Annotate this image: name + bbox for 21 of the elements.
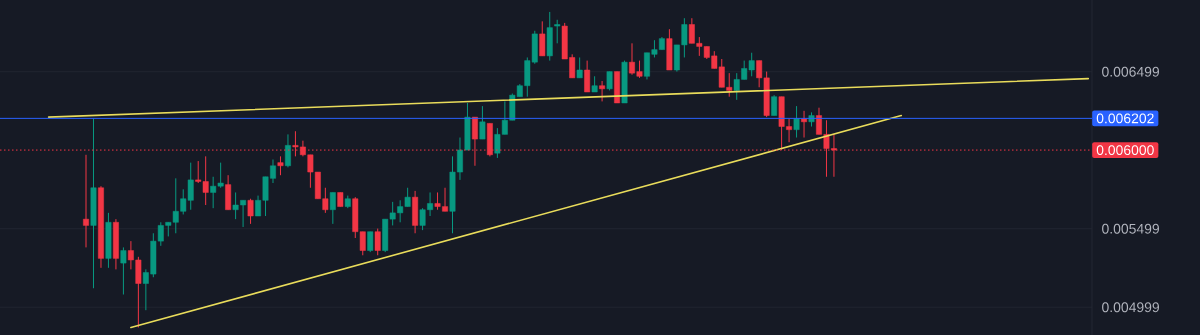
candlestick [247,198,254,225]
candlestick [539,20,546,57]
candlestick [584,60,591,93]
candlestick [374,228,381,256]
ref-line-label: 0.006202 [1096,113,1154,124]
y-tick-label: 0.006499 [1102,66,1160,77]
candlestick [576,56,583,79]
candlestick [793,105,800,139]
candlestick [83,154,89,248]
candlestick [479,105,486,140]
candlestick [277,155,284,176]
candlestick [554,19,561,44]
candlestick [771,94,778,117]
y-tick-label: 0.005499 [1102,223,1160,234]
candlestick [329,191,336,225]
ref-line-label: 0.006000 [1096,145,1154,156]
candlestick [599,80,606,102]
candlestick [367,231,374,253]
candlestick [120,246,127,295]
candlestick [285,133,291,168]
y-tick-label: 0.004999 [1102,302,1160,313]
